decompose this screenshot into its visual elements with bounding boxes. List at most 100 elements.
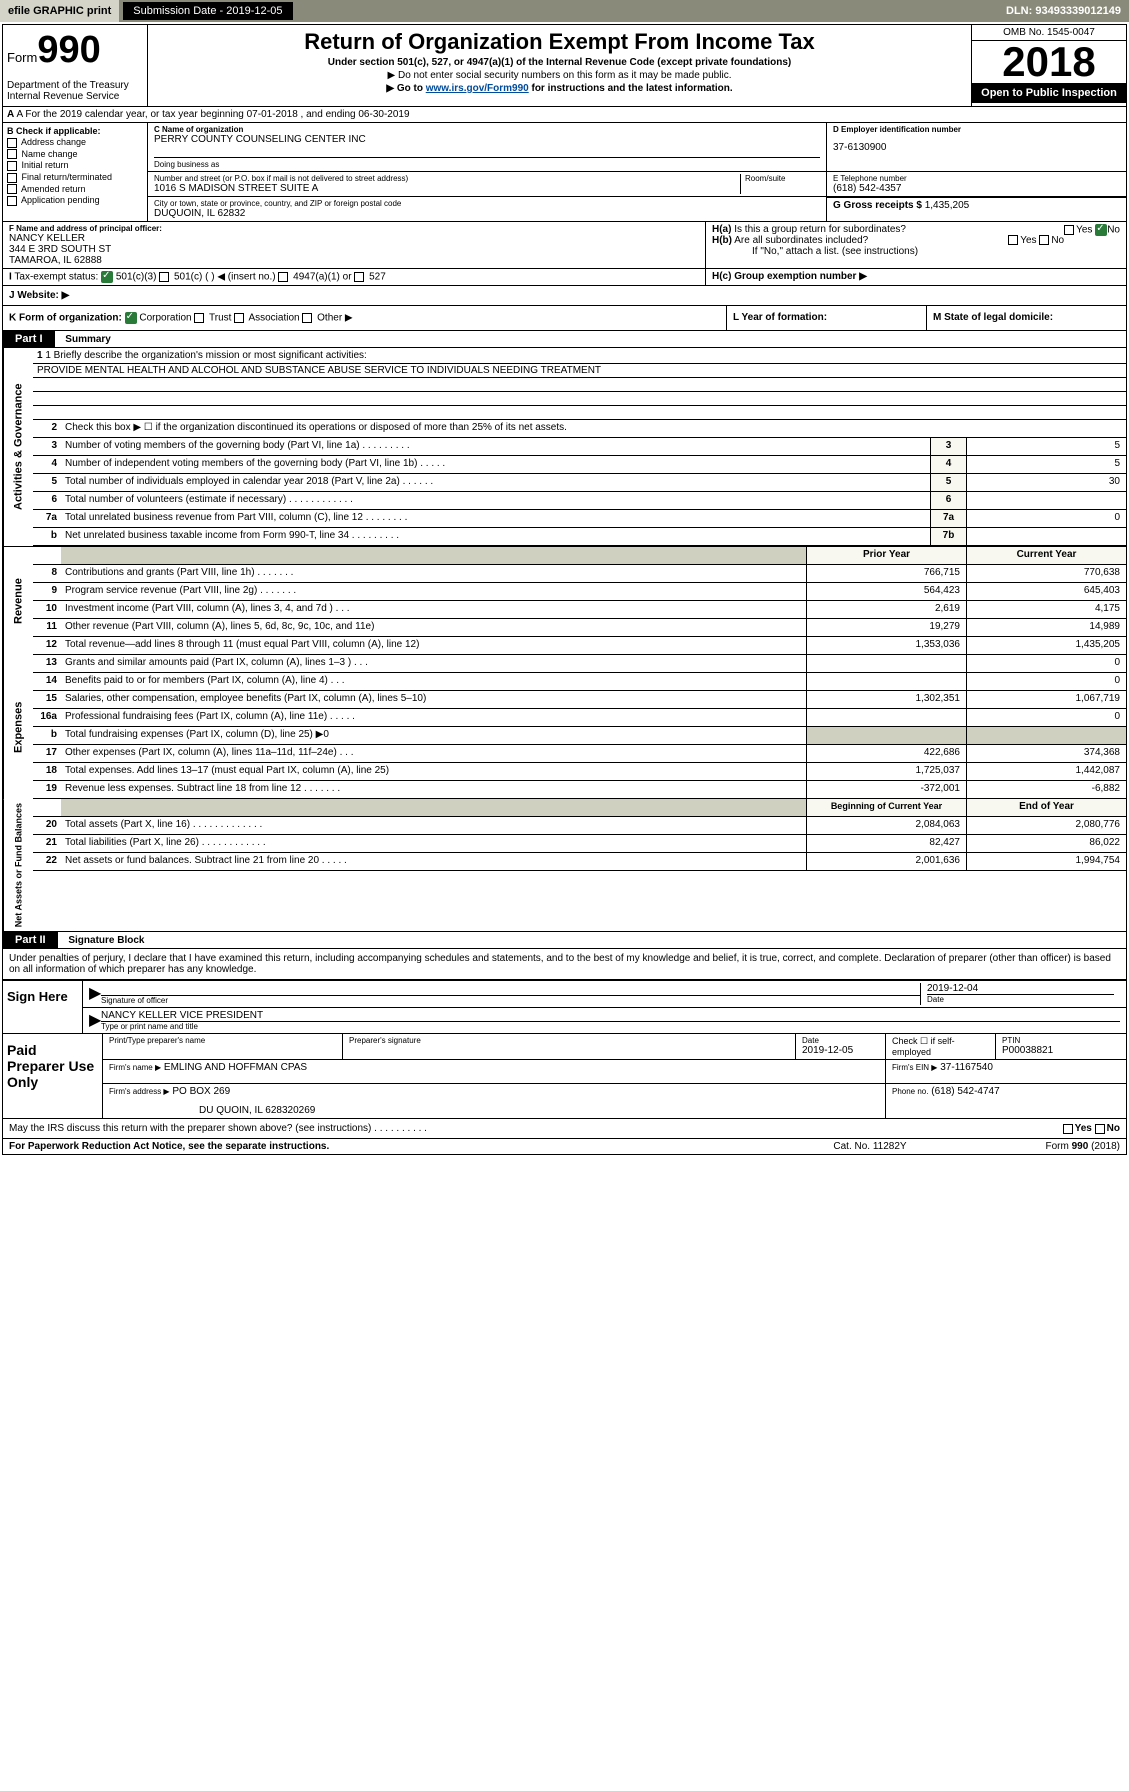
prior-11: 19,279 <box>806 619 966 636</box>
city-state-zip: DUQUOIN, IL 62832 <box>154 208 820 219</box>
prior-year-header: Prior Year <box>806 547 966 564</box>
current-b <box>966 727 1126 744</box>
ha-no-checked <box>1095 224 1107 236</box>
prior-8: 766,715 <box>806 565 966 582</box>
mission-line1: 1 1 Briefly describe the organization's … <box>33 348 1126 364</box>
initial-return-checkbox[interactable] <box>7 161 17 171</box>
begin-year-header: Beginning of Current Year <box>806 799 966 816</box>
row-a-period: A A For the 2019 calendar year, or tax y… <box>3 107 1126 123</box>
street-address: 1016 S MADISON STREET SUITE A <box>154 183 740 194</box>
firm-phone: (618) 542-4747 <box>931 1086 999 1097</box>
prior-14 <box>806 673 966 690</box>
current-8: 770,638 <box>966 565 1126 582</box>
vert-netassets: Net Assets or Fund Balances <box>3 799 33 931</box>
form-footer: Form 990 (2018) <box>970 1141 1120 1152</box>
gov-val-7a: 0 <box>966 510 1126 527</box>
firm-name: EMLING AND HOFFMAN CPAS <box>164 1062 307 1073</box>
assoc-checkbox[interactable] <box>234 313 244 323</box>
top-bar: efile GRAPHIC print Submission Date - 20… <box>0 0 1129 22</box>
prior-12: 1,353,036 <box>806 637 966 654</box>
527-checkbox[interactable] <box>354 272 364 282</box>
part2-header: Part II <box>3 932 58 948</box>
ptin: P00038821 <box>1002 1045 1120 1056</box>
current-12: 1,435,205 <box>966 637 1126 654</box>
phone: (618) 542-4357 <box>833 183 1120 194</box>
prior-18: 1,725,037 <box>806 763 966 780</box>
current-13: 0 <box>966 655 1126 672</box>
prior-15: 1,302,351 <box>806 691 966 708</box>
corp-checked <box>125 312 137 324</box>
gov-val-3: 5 <box>966 438 1126 455</box>
open-public-badge: Open to Public Inspection <box>972 83 1126 103</box>
part2-title: Signature Block <box>68 935 144 946</box>
current-22: 1,994,754 <box>966 853 1126 870</box>
paperwork-notice: For Paperwork Reduction Act Notice, see … <box>9 1141 329 1152</box>
col-b-checkboxes: B Check if applicable: Address change Na… <box>3 123 148 221</box>
current-10: 4,175 <box>966 601 1126 618</box>
vert-expenses: Expenses <box>3 655 33 799</box>
form-word: Form <box>7 50 37 65</box>
gov-val-4: 5 <box>966 456 1126 473</box>
prior-9: 564,423 <box>806 583 966 600</box>
dept-label: Department of the Treasury Internal Reve… <box>7 80 143 102</box>
form-header: Form990 Department of the Treasury Inter… <box>3 25 1126 107</box>
preparer-date: 2019-12-05 <box>802 1045 879 1056</box>
irs-link[interactable]: www.irs.gov/Form990 <box>426 83 529 94</box>
gov-val-6 <box>966 492 1126 509</box>
current-15: 1,067,719 <box>966 691 1126 708</box>
prior-10: 2,619 <box>806 601 966 618</box>
sub2: ▶ Do not enter social security numbers o… <box>152 70 967 81</box>
final-return-checkbox[interactable] <box>7 173 17 183</box>
prior-13 <box>806 655 966 672</box>
officer-name: NANCY KELLER <box>9 233 699 244</box>
prior-17: 422,686 <box>806 745 966 762</box>
current-16a: 0 <box>966 709 1126 726</box>
sub1: Under section 501(c), 527, or 4947(a)(1)… <box>152 57 967 68</box>
trust-checkbox[interactable] <box>194 313 204 323</box>
part1-title: Summary <box>65 334 111 345</box>
website-label: J Website: ▶ <box>9 290 69 301</box>
end-year-header: End of Year <box>966 799 1126 816</box>
address-change-checkbox[interactable] <box>7 138 17 148</box>
officer-addr2: TAMAROA, IL 62888 <box>9 255 699 266</box>
hb-no[interactable] <box>1039 235 1049 245</box>
current-18: 1,442,087 <box>966 763 1126 780</box>
current-9: 645,403 <box>966 583 1126 600</box>
discuss-no[interactable] <box>1095 1124 1105 1134</box>
submission-date-button[interactable]: Submission Date - 2019-12-05 <box>123 2 292 20</box>
vert-governance: Activities & Governance <box>3 348 33 546</box>
cat-no: Cat. No. 11282Y <box>770 1141 970 1152</box>
prior-22: 2,001,636 <box>806 853 966 870</box>
may-discuss: May the IRS discuss this return with the… <box>9 1123 1063 1134</box>
ein: 37-6130900 <box>833 142 1120 153</box>
prior-20: 2,084,063 <box>806 817 966 834</box>
ha-yes[interactable] <box>1064 225 1074 235</box>
4947-checkbox[interactable] <box>278 272 288 282</box>
firm-addr1: PO BOX 269 <box>172 1086 230 1097</box>
mission-text: PROVIDE MENTAL HEALTH AND ALCOHOL AND SU… <box>33 364 1126 378</box>
firm-ein: 37-1167540 <box>940 1062 993 1073</box>
current-21: 86,022 <box>966 835 1126 852</box>
org-name: PERRY COUNTY COUNSELING CENTER INC <box>154 134 820 145</box>
part1-header: Part I <box>3 331 55 347</box>
name-change-checkbox[interactable] <box>7 149 17 159</box>
efile-label[interactable]: efile GRAPHIC print <box>0 0 119 22</box>
paid-preparer-label: Paid Preparer Use Only <box>3 1034 103 1118</box>
gov-val-7b <box>966 528 1126 545</box>
discuss-yes[interactable] <box>1063 1124 1073 1134</box>
vert-revenue: Revenue <box>3 547 33 655</box>
501c-checkbox[interactable] <box>159 272 169 282</box>
sign-here-label: Sign Here <box>3 981 83 1033</box>
hb-yes[interactable] <box>1008 235 1018 245</box>
other-checkbox[interactable] <box>302 313 312 323</box>
prior-16a <box>806 709 966 726</box>
501c3-checked <box>101 271 113 283</box>
prior-19: -372,001 <box>806 781 966 798</box>
gov-val-5: 30 <box>966 474 1126 491</box>
form-title: Return of Organization Exempt From Incom… <box>152 29 967 55</box>
current-20: 2,080,776 <box>966 817 1126 834</box>
gross-receipts: 1,435,205 <box>925 200 970 211</box>
prior-21: 82,427 <box>806 835 966 852</box>
amended-checkbox[interactable] <box>7 184 17 194</box>
application-pending-checkbox[interactable] <box>7 196 17 206</box>
